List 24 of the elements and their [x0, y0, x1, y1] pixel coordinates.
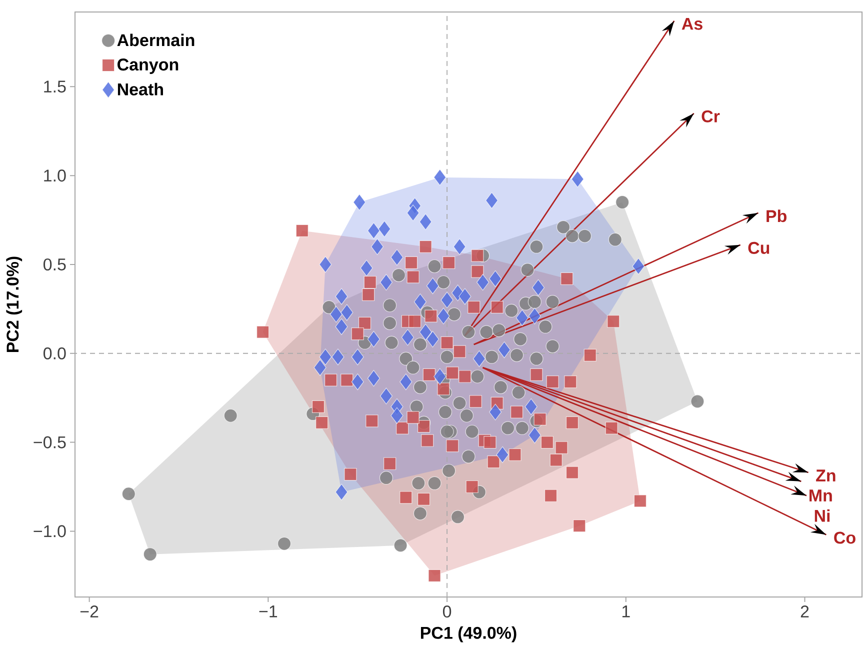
series-label: Ni — [814, 509, 830, 522]
series-label: Co — [834, 532, 856, 544]
legend-label: Neath — [118, 82, 163, 96]
x-tick-label: −1 — [259, 606, 278, 618]
series-label: Cr — [702, 110, 720, 122]
y-axis-title: PC2 (17.0%) — [6, 256, 22, 352]
x-tick-label: 1 — [622, 606, 630, 618]
series-label: As — [682, 18, 702, 30]
series-label: Mn — [810, 490, 832, 502]
y-tick-label: 0.0 — [44, 347, 66, 360]
x-tick-label: 2 — [800, 606, 809, 618]
y-tick-label: −1.0 — [34, 525, 66, 538]
y-tick-label: 1.0 — [44, 170, 66, 182]
y-tick-label: 0.5 — [44, 258, 66, 271]
legend-label: Canyon — [118, 58, 178, 74]
legend-label: Abermain — [117, 34, 194, 46]
series-label: Zn — [816, 470, 836, 482]
x-tick-label: 0 — [442, 606, 452, 618]
series-label: Cu — [748, 242, 770, 254]
series-label: Pb — [766, 210, 786, 222]
y-tick-label: −0.5 — [34, 436, 66, 448]
x-tick-label: −2 — [80, 606, 98, 618]
x-axis-title: PC1 (49.0%) — [420, 626, 516, 642]
y-tick-label: 1.5 — [44, 80, 66, 93]
